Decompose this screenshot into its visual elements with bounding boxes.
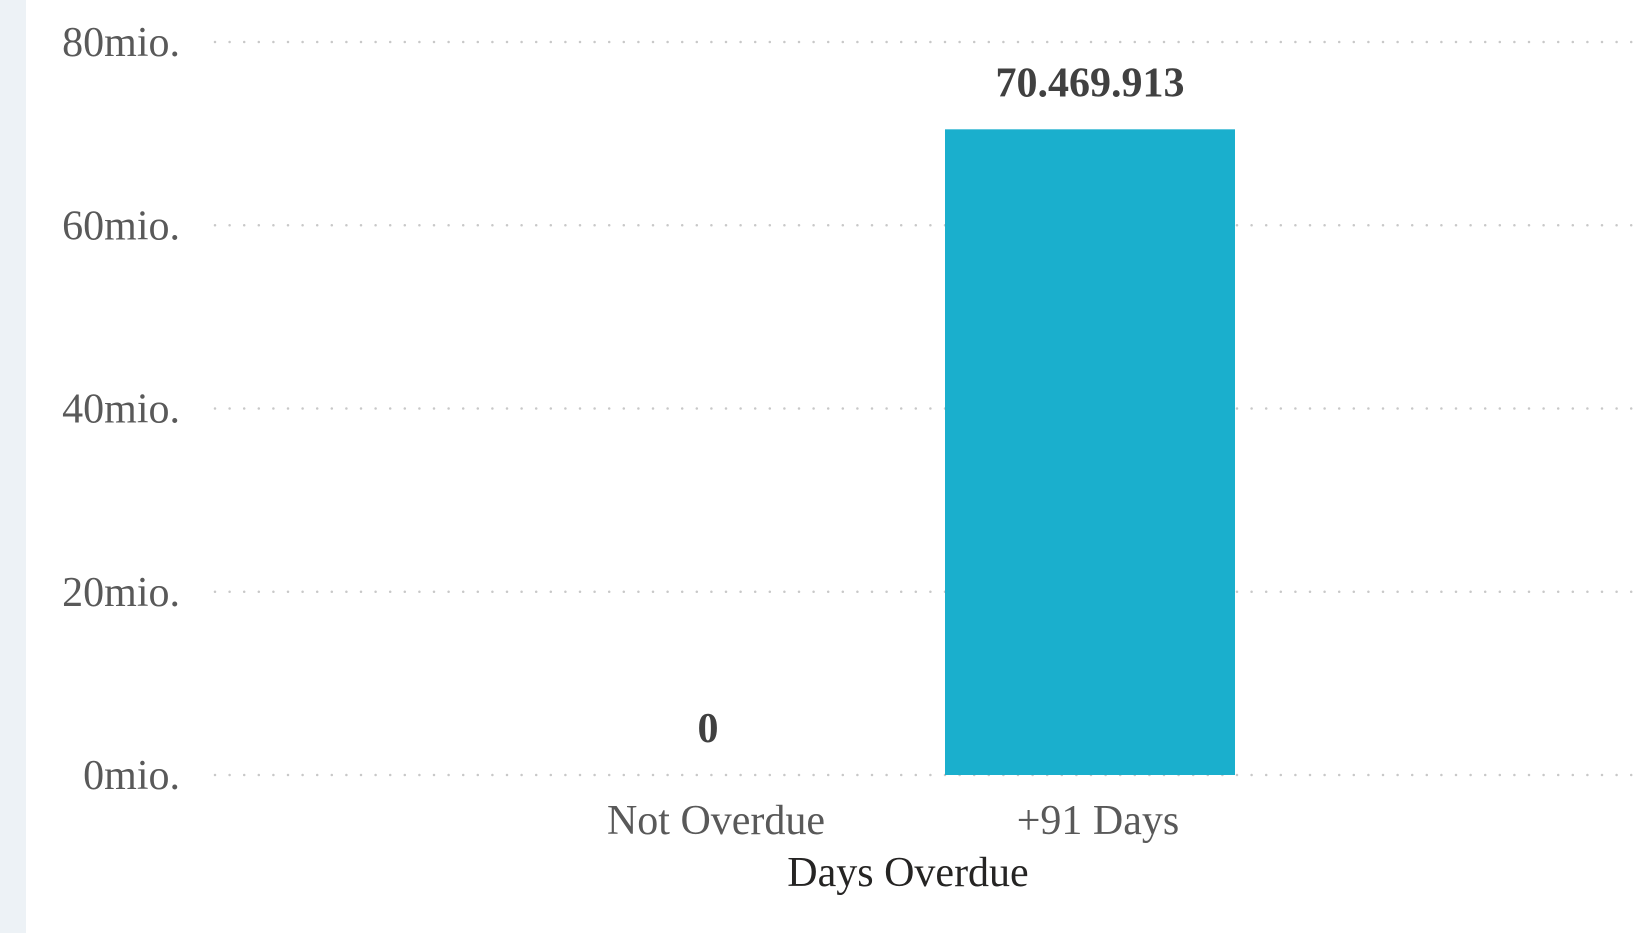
- y-tick-label: 0mio.: [83, 753, 180, 799]
- x-tick-label: +91 Days: [1017, 798, 1180, 844]
- y-tick-label: 20mio.: [62, 570, 180, 616]
- x-axis-title: Days Overdue: [787, 850, 1028, 896]
- report-canvas-edge: [0, 0, 26, 933]
- y-tick-label: 60mio.: [62, 203, 180, 249]
- gridlines: [213, 40, 1639, 777]
- data-label: 0: [698, 706, 719, 752]
- y-axis-tick-labels: 0mio. 20mio. 40mio. 60mio. 80mio.: [62, 20, 180, 799]
- bar-91-days[interactable]: [945, 129, 1235, 775]
- data-label: 70.469.913: [996, 60, 1185, 106]
- x-tick-label: Not Overdue: [607, 798, 825, 844]
- x-axis-tick-labels: Not Overdue +91 Days: [607, 798, 1179, 844]
- bars: [945, 129, 1235, 775]
- y-tick-label: 40mio.: [62, 387, 180, 433]
- data-labels: 0 70.469.913: [698, 60, 1185, 752]
- y-tick-label: 80mio.: [62, 20, 180, 66]
